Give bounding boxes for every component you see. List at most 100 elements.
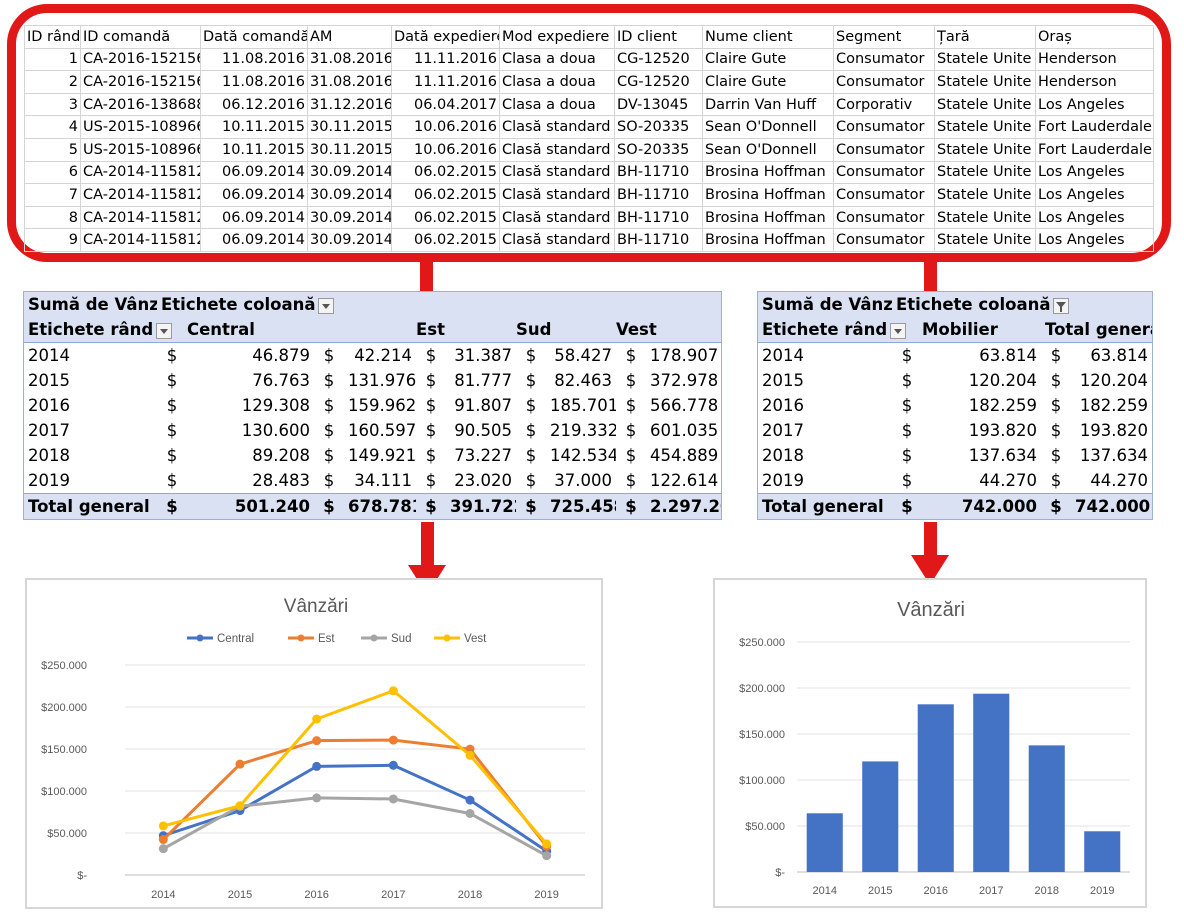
pivot-value-cell[interactable]: 63.814	[979, 346, 1037, 365]
table-cell[interactable]: Consumator	[833, 228, 935, 252]
table-cell[interactable]: 06.02.2015	[391, 183, 500, 207]
pivot-value-cell[interactable]: 44.270	[1090, 471, 1149, 490]
pivot-value-cell[interactable]: 91.807	[454, 396, 512, 415]
pivot-value-cell[interactable]: 501.240	[187, 493, 314, 519]
pivot-value-cell[interactable]: 137.634	[1079, 446, 1149, 465]
table-cell[interactable]: 06.09.2014	[200, 160, 308, 185]
table-cell[interactable]: Los Angeles	[1035, 228, 1154, 252]
pivot-value-cell[interactable]: 219.332	[550, 421, 616, 440]
table-cell[interactable]: 30.11.2015	[307, 115, 392, 139]
table-cell[interactable]: 06.04.2017	[391, 92, 500, 117]
table-cell[interactable]: 30.11.2015	[307, 137, 392, 162]
table-cell[interactable]: CA-2016-138688	[80, 92, 201, 117]
table-cell[interactable]: Brosina Hoffman	[702, 160, 834, 185]
table-cell[interactable]: 11.08.2016	[200, 47, 308, 72]
pivot-value-cell[interactable]: 178.907	[650, 346, 719, 365]
header-cell[interactable]: Dată comandă	[200, 25, 308, 49]
pivot-value-cell[interactable]: 129.308	[241, 396, 310, 415]
pivot-col-header-total[interactable]: Total general	[1041, 317, 1153, 343]
table-cell[interactable]: 11.11.2016	[391, 70, 500, 94]
table-cell[interactable]: CA-2016-152156	[80, 70, 201, 94]
table-cell[interactable]: Statele Unite	[934, 47, 1036, 72]
pivot-row-label[interactable]: 2014	[28, 346, 70, 365]
pivot-value-cell[interactable]: 2.297.201	[646, 493, 722, 519]
table-cell[interactable]: BH-11710	[614, 183, 703, 207]
table-cell[interactable]: Clasa a doua	[499, 92, 615, 117]
pivot-value-cell[interactable]: 31.387	[454, 346, 512, 365]
pivot-value-cell[interactable]: 159.962	[348, 396, 416, 415]
table-cell[interactable]: Clasă standard	[499, 160, 615, 185]
table-cell[interactable]: Clasa a doua	[499, 47, 615, 72]
header-cell[interactable]: Segment	[833, 25, 935, 49]
table-cell[interactable]: 30.09.2014	[307, 205, 392, 230]
table-cell[interactable]: Statele Unite	[934, 137, 1036, 162]
pivot-col-header-vest[interactable]: Vest	[616, 317, 722, 343]
pivot-value-cell[interactable]: 725.458	[546, 493, 616, 519]
pivot-row-label[interactable]: 2018	[762, 446, 804, 465]
table-cell[interactable]: Clasă standard	[499, 205, 615, 230]
table-cell[interactable]: 31.08.2016	[307, 47, 392, 72]
pivot-value-cell[interactable]: 601.035	[650, 421, 719, 440]
pivot-value-cell[interactable]: 122.614	[650, 471, 719, 490]
table-cell[interactable]: 06.12.2016	[200, 92, 308, 117]
table-cell[interactable]: 06.09.2014	[200, 183, 308, 207]
header-cell[interactable]: Dată expediere	[391, 25, 500, 49]
table-cell[interactable]: Statele Unite	[934, 183, 1036, 207]
table-cell[interactable]: 2	[24, 70, 81, 94]
pivot-col-header-central[interactable]: Central	[187, 317, 416, 343]
table-cell[interactable]: Statele Unite	[934, 160, 1036, 185]
pivot-col-header-sud[interactable]: Sud	[516, 317, 616, 343]
table-cell[interactable]: 06.09.2014	[200, 205, 308, 230]
table-cell[interactable]: Brosina Hoffman	[702, 183, 834, 207]
bar-chart-container[interactable]: Vânzări $- $50.000 $100.000 $150.000 $200.000…	[713, 578, 1147, 908]
pivot-value-cell[interactable]: 566.778	[650, 396, 719, 415]
pivot-value-cell[interactable]: 76.763	[252, 371, 310, 390]
table-cell[interactable]: CG-12520	[614, 70, 703, 94]
table-cell[interactable]: 06.02.2015	[391, 228, 500, 252]
pivot-row-label[interactable]: 2016	[762, 396, 804, 415]
pivot-value-cell[interactable]: 182.259	[1079, 396, 1149, 415]
table-cell[interactable]: Statele Unite	[934, 228, 1036, 252]
pivot-row-label[interactable]: 2019	[28, 471, 70, 490]
table-cell[interactable]: Henderson	[1035, 70, 1154, 94]
table-cell[interactable]: Los Angeles	[1035, 205, 1154, 230]
table-cell[interactable]: Fort Lauderdale	[1035, 137, 1154, 162]
pivot-value-cell[interactable]: 44.270	[979, 471, 1037, 490]
pivot-value-cell[interactable]: 193.820	[1079, 421, 1149, 440]
table-cell[interactable]: Los Angeles	[1035, 160, 1154, 185]
table-cell[interactable]: CA-2016-152156	[80, 47, 201, 72]
table-cell[interactable]: 7	[24, 183, 81, 207]
table-cell[interactable]: Corporativ	[833, 92, 935, 117]
table-cell[interactable]: 06.09.2014	[200, 228, 308, 252]
table-cell[interactable]: DV-13045	[614, 92, 703, 117]
table-cell[interactable]: 30.09.2014	[307, 160, 392, 185]
pivot-value-cell[interactable]: 160.597	[348, 421, 416, 440]
column-filter-dropdown-icon[interactable]	[318, 297, 335, 314]
pivot-value-cell[interactable]: 678.781	[344, 493, 416, 519]
table-cell[interactable]: CA-2014-115812	[80, 160, 201, 185]
table-cell[interactable]: Claire Gute	[702, 70, 834, 94]
pivot-value-cell[interactable]: 742.000	[1071, 493, 1153, 519]
pivot-col-header-est[interactable]: Est	[416, 317, 516, 343]
table-cell[interactable]: 30.09.2014	[307, 183, 392, 207]
table-cell[interactable]: Statele Unite	[934, 70, 1036, 94]
table-cell[interactable]: BH-11710	[614, 205, 703, 230]
table-cell[interactable]: Statele Unite	[934, 92, 1036, 117]
pivot-row-label[interactable]: 2017	[762, 421, 804, 440]
table-cell[interactable]: CA-2014-115812	[80, 205, 201, 230]
table-cell[interactable]: Fort Lauderdale	[1035, 115, 1154, 139]
table-cell[interactable]: 06.02.2015	[391, 160, 500, 185]
table-cell[interactable]: 10.06.2016	[391, 115, 500, 139]
table-cell[interactable]: 30.09.2014	[307, 228, 392, 252]
pivot-value-cell[interactable]: 742.000	[922, 493, 1041, 519]
pivot-value-cell[interactable]: 182.259	[968, 396, 1037, 415]
table-cell[interactable]: SO-20335	[614, 137, 703, 162]
table-cell[interactable]: 1	[24, 47, 81, 72]
table-cell[interactable]: US-2015-108966	[80, 137, 201, 162]
table-cell[interactable]: CA-2014-115812	[80, 228, 201, 252]
pivot-total-label[interactable]: Total general	[758, 493, 892, 519]
table-cell[interactable]: 10.11.2015	[200, 115, 308, 139]
pivot-value-cell[interactable]: 42.214	[354, 346, 412, 365]
table-cell[interactable]: Consumator	[833, 115, 935, 139]
pivot-row-label[interactable]: 2016	[28, 396, 70, 415]
